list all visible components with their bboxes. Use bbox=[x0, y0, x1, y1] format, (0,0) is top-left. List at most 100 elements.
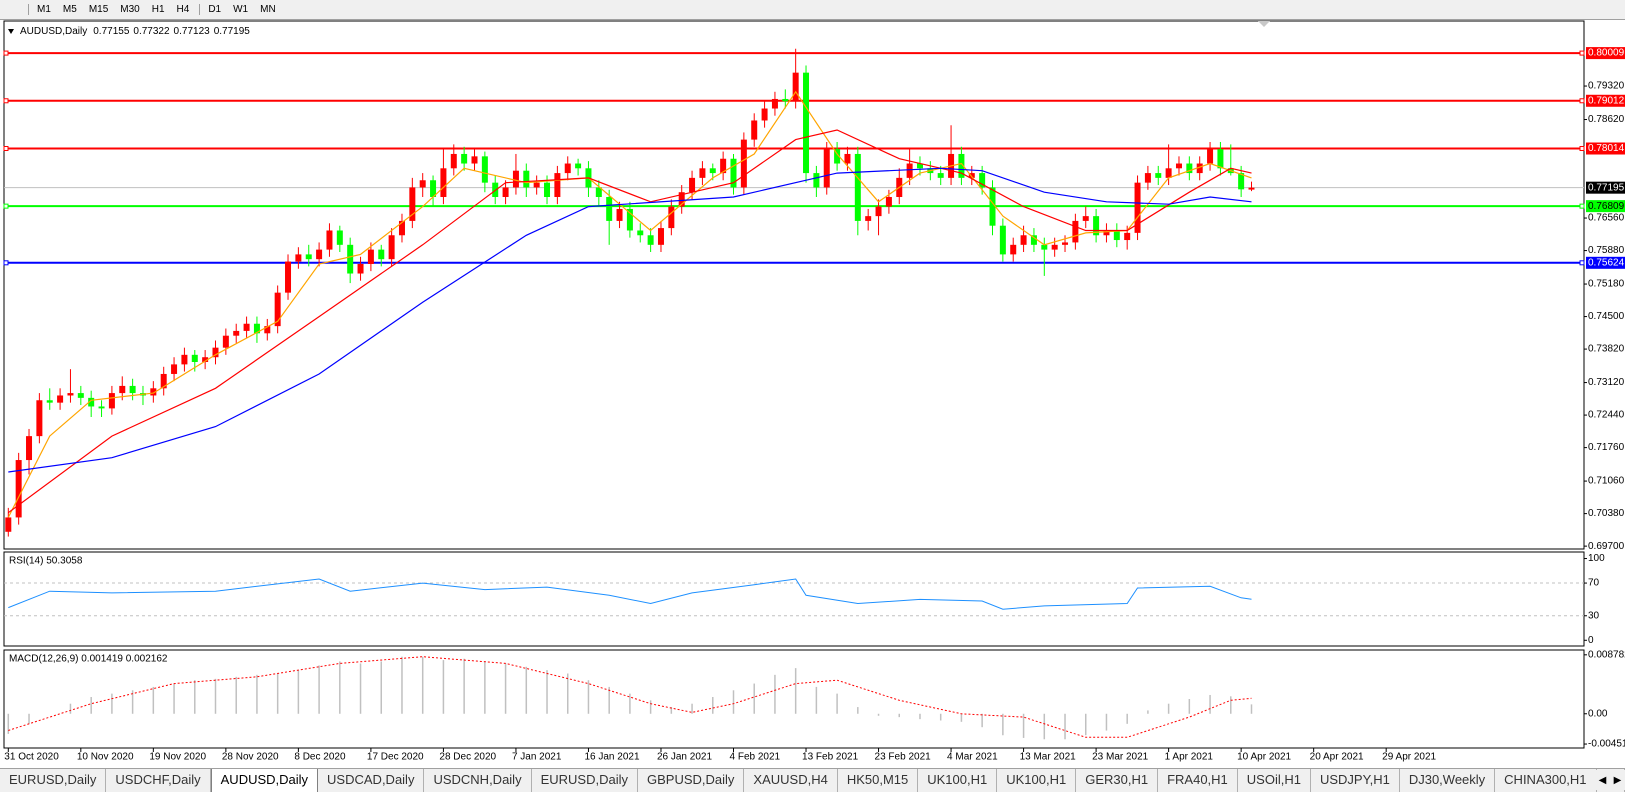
y-tick-label: 0.71060 bbox=[1588, 476, 1625, 487]
x-tick-label: 13 Feb 2021 bbox=[802, 752, 859, 763]
chart-tab[interactable]: CHINA300,H1 bbox=[1495, 769, 1597, 792]
candle-body bbox=[1175, 163, 1182, 169]
candle-body bbox=[512, 170, 519, 188]
chart-tab[interactable]: UK100,H1 bbox=[997, 769, 1077, 792]
candle-body bbox=[171, 364, 178, 374]
chart-tab[interactable]: HK50,M15 bbox=[838, 769, 919, 792]
candle-body bbox=[1155, 173, 1162, 178]
moving-average bbox=[7, 90, 1252, 518]
candle-body bbox=[906, 163, 913, 178]
timeframe-button[interactable]: H4 bbox=[176, 4, 190, 15]
x-tick-label: 28 Dec 2020 bbox=[439, 752, 496, 763]
candle-body bbox=[1062, 242, 1069, 245]
candle-body bbox=[575, 163, 582, 169]
timeframe-button[interactable]: W1 bbox=[233, 4, 249, 15]
chart-tab[interactable]: USDCAD,Daily bbox=[318, 769, 425, 792]
candle-body bbox=[1051, 244, 1058, 250]
price-label: 0.77195 bbox=[1588, 182, 1625, 193]
candle-body bbox=[616, 208, 623, 221]
rsi-panel bbox=[3, 551, 1585, 647]
chart-tab[interactable]: EURUSD,Daily bbox=[0, 769, 107, 792]
level-handle bbox=[1579, 260, 1585, 266]
candle-body bbox=[419, 180, 426, 188]
candle-body bbox=[792, 72, 799, 102]
candle-body bbox=[295, 254, 302, 262]
toolbar-handle[interactable] bbox=[0, 0, 24, 19]
chart-tab[interactable]: GBPUSD,Daily bbox=[638, 769, 745, 792]
candle-body bbox=[378, 249, 385, 260]
chart-tab[interactable]: UK100,H1 bbox=[918, 769, 998, 792]
timeframe-button[interactable]: H1 bbox=[151, 4, 165, 15]
level-handle bbox=[3, 203, 9, 209]
candle-body bbox=[637, 230, 644, 236]
y-tick-label: 30 bbox=[1588, 610, 1600, 621]
candle-body bbox=[264, 326, 271, 334]
timeframe-group: D1 W1 MN bbox=[199, 4, 281, 15]
y-tick-label: 0.78620 bbox=[1588, 114, 1625, 125]
level-label-box bbox=[1586, 94, 1625, 107]
scroll-right[interactable]: ▶ bbox=[1613, 774, 1622, 786]
candle-body bbox=[5, 517, 12, 532]
y-tick-label: 0.69700 bbox=[1588, 541, 1625, 552]
candle-body bbox=[606, 197, 613, 221]
candle-body bbox=[1196, 163, 1203, 174]
timeframe-button[interactable]: D1 bbox=[208, 4, 222, 15]
chart-tab[interactable]: USDCHF,Daily bbox=[106, 769, 211, 792]
candle-body bbox=[1134, 182, 1141, 233]
chart-window: AUDUSD,Daily 0.77155 0.77322 0.77123 0.77195… bbox=[3, 20, 1625, 763]
x-tick-label: 26 Jan 2021 bbox=[657, 752, 712, 763]
candle-body bbox=[1041, 244, 1048, 250]
rsi-line bbox=[8, 578, 1252, 610]
timeframe-button[interactable]: MN bbox=[260, 4, 276, 15]
scroll-left[interactable]: ◀ bbox=[1598, 774, 1607, 786]
timeframe-button[interactable]: M15 bbox=[88, 4, 109, 15]
timeframe-button[interactable]: M1 bbox=[37, 4, 51, 15]
y-tick-label: 0.75880 bbox=[1588, 245, 1625, 256]
x-tick-label: 19 Nov 2020 bbox=[149, 752, 206, 763]
candle-body bbox=[191, 354, 198, 362]
chart-tab[interactable]: USOil,H1 bbox=[1238, 769, 1311, 792]
chart-tab[interactable]: GER30,H1 bbox=[1076, 769, 1159, 792]
x-tick-label: 17 Dec 2020 bbox=[367, 752, 424, 763]
level-label-box bbox=[1586, 256, 1625, 269]
collapse-arrow bbox=[8, 29, 14, 34]
level-label: 0.75624 bbox=[1588, 257, 1625, 268]
candle-body bbox=[834, 149, 841, 164]
candle-body bbox=[1186, 163, 1193, 174]
chart-tab[interactable]: EURUSD,Daily bbox=[532, 769, 638, 792]
level-handle bbox=[1579, 203, 1585, 209]
low-value: 0.77123 bbox=[174, 26, 211, 37]
chart-tab[interactable]: XAUUSD,H4 bbox=[744, 769, 838, 792]
chart-tab[interactable]: AUDUSD,Daily bbox=[210, 769, 319, 792]
candle-body bbox=[740, 139, 747, 188]
candle-body bbox=[523, 170, 530, 188]
candle-body bbox=[450, 153, 457, 169]
x-tick-label: 23 Mar 2021 bbox=[1092, 752, 1149, 763]
candle-body bbox=[761, 108, 768, 121]
timeframe-button[interactable]: M5 bbox=[62, 4, 77, 15]
candle-body bbox=[657, 228, 664, 245]
chart-tab[interactable]: FRA40,H1 bbox=[1158, 769, 1238, 792]
chart-tab[interactable]: USDJPY,H1 bbox=[1311, 769, 1400, 792]
rsi-title: RSI(14) 50.3058 bbox=[9, 556, 83, 567]
candle-body bbox=[46, 400, 53, 403]
timeframe-button[interactable]: M30 bbox=[120, 4, 140, 15]
x-tick-label: 10 Apr 2021 bbox=[1237, 752, 1291, 763]
candle-body bbox=[212, 347, 219, 358]
candle-body bbox=[430, 180, 437, 197]
y-tick-label: 0.74500 bbox=[1588, 311, 1625, 322]
candle-body bbox=[885, 197, 892, 207]
candle-body bbox=[233, 330, 240, 336]
chart-tab[interactable]: USDCNH,Daily bbox=[424, 769, 532, 792]
candle-body bbox=[1010, 244, 1017, 255]
symbol-title: AUDUSD,Daily bbox=[20, 26, 87, 37]
open-value: 0.77155 bbox=[93, 26, 130, 37]
y-tick-label: 0.76560 bbox=[1588, 213, 1625, 224]
chart-tab[interactable]: DJ30,Weekly bbox=[1400, 769, 1496, 792]
candle-body bbox=[958, 153, 965, 178]
candle-body bbox=[388, 235, 395, 260]
x-tick-label: 7 Jan 2021 bbox=[512, 752, 562, 763]
level-handle bbox=[1579, 98, 1585, 104]
y-tick-label: 0.71760 bbox=[1588, 442, 1625, 453]
candle-body bbox=[937, 173, 944, 178]
